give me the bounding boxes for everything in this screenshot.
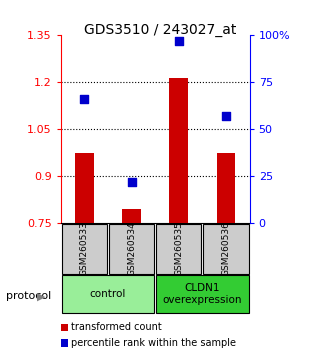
Point bbox=[223, 113, 228, 119]
FancyBboxPatch shape bbox=[62, 224, 107, 274]
FancyBboxPatch shape bbox=[156, 275, 249, 313]
Text: transformed count: transformed count bbox=[71, 322, 162, 332]
Bar bbox=[217, 153, 236, 223]
Point bbox=[176, 38, 181, 44]
Text: GSM260536: GSM260536 bbox=[221, 221, 230, 276]
Bar bbox=[122, 209, 141, 223]
Text: GDS3510 / 243027_at: GDS3510 / 243027_at bbox=[84, 23, 236, 37]
Point bbox=[129, 179, 134, 184]
FancyBboxPatch shape bbox=[156, 224, 202, 274]
FancyBboxPatch shape bbox=[62, 275, 154, 313]
Text: GSM260534: GSM260534 bbox=[127, 221, 136, 276]
FancyBboxPatch shape bbox=[109, 224, 154, 274]
Text: CLDN1
overexpression: CLDN1 overexpression bbox=[163, 283, 242, 305]
Text: ▶: ▶ bbox=[37, 291, 45, 301]
Text: GSM260533: GSM260533 bbox=[80, 221, 89, 276]
Text: protocol: protocol bbox=[6, 291, 52, 301]
Text: control: control bbox=[90, 289, 126, 299]
Bar bbox=[169, 78, 188, 223]
Bar bbox=[75, 153, 94, 223]
Text: GSM260535: GSM260535 bbox=[174, 221, 183, 276]
Text: percentile rank within the sample: percentile rank within the sample bbox=[71, 338, 236, 348]
Point bbox=[82, 96, 87, 102]
FancyBboxPatch shape bbox=[203, 224, 249, 274]
